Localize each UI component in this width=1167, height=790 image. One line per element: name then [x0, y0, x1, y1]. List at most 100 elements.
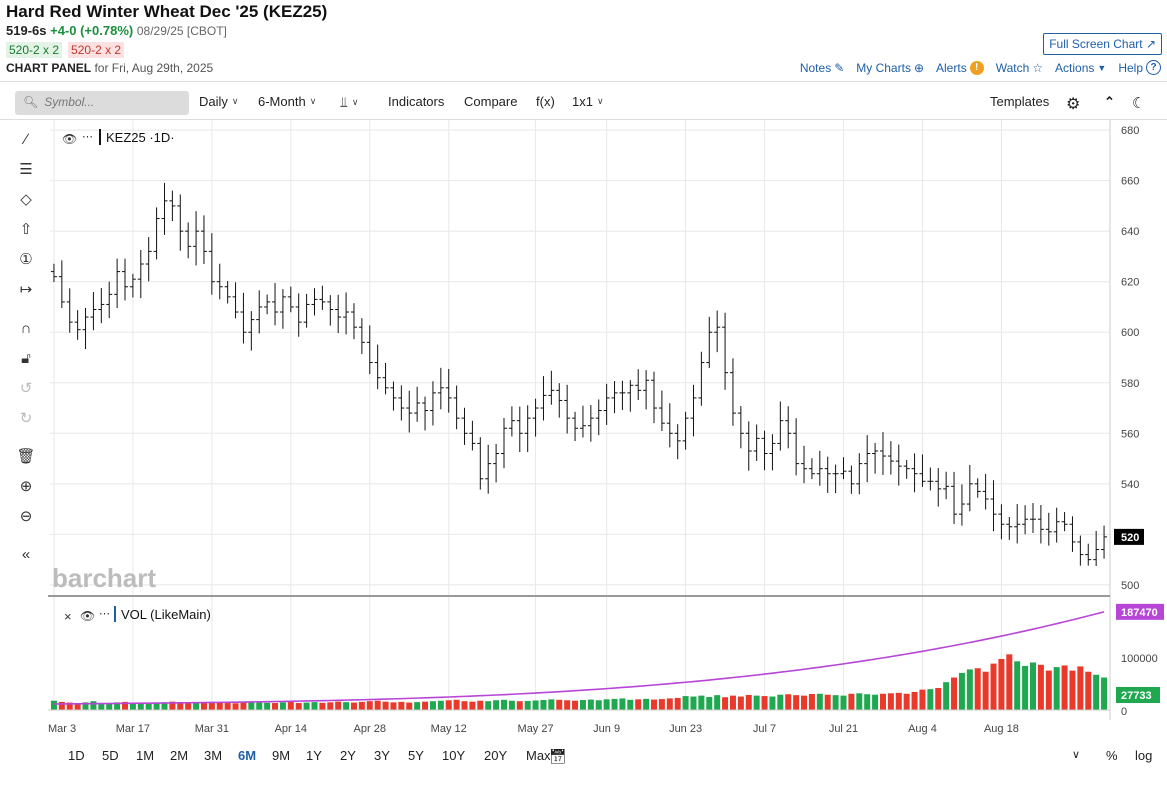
dark-mode-moon-icon[interactable]: ☾ — [1132, 95, 1146, 112]
volume-bar — [1037, 664, 1044, 710]
shape-tool-icon[interactable]: ◇ — [20, 191, 32, 208]
arrow-tool-icon[interactable]: ⇧ — [19, 221, 33, 238]
ohlc-bar — [1022, 505, 1029, 535]
fib-tool-icon[interactable]: ☰ — [19, 161, 33, 178]
notes-link[interactable]: Notes ✎ — [800, 61, 844, 75]
more-icon[interactable]: ⋯ — [82, 131, 93, 143]
ohlc-bar — [98, 287, 105, 324]
volume-bar — [98, 703, 105, 710]
ohlc-bar — [761, 430, 768, 471]
ohlc-bar — [279, 289, 286, 329]
price-tick-label: 620 — [1121, 277, 1139, 289]
ohlc-bar — [1061, 512, 1068, 532]
range-button-2y[interactable]: 2Y — [340, 748, 356, 763]
drawing-tools-sidebar: ∕ ☰ ◇ ⇧ ① ↦ ∩ 🔓︎ ↺ ↻ 🗑︎ ⊕ ⊖ « — [0, 120, 48, 580]
more-icon[interactable]: ⋯ — [99, 608, 110, 620]
quote-meta: 08/29/25 [CBOT] — [136, 24, 227, 38]
collapse-icon[interactable]: « — [21, 545, 31, 563]
ohlc-bar — [516, 406, 523, 453]
ohlc-bar — [911, 453, 918, 493]
zoom-out-icon[interactable]: ⊖ — [19, 508, 33, 525]
indicators-label: Indicators — [388, 94, 445, 109]
ohlc-bar — [643, 370, 650, 410]
ohlc-bar — [208, 233, 215, 295]
volume-bar — [895, 692, 902, 710]
range-button-1y[interactable]: 1Y — [306, 748, 322, 763]
magnet-icon[interactable]: ∩ — [20, 319, 32, 337]
chevron-double-down-icon[interactable]: ∨ — [1072, 749, 1081, 761]
range-button-3y[interactable]: 3Y — [374, 748, 390, 763]
watch-link[interactable]: Watch ☆ — [996, 61, 1043, 75]
ohlc-bar — [335, 294, 342, 334]
trash-icon[interactable]: 🗑︎ — [16, 448, 36, 465]
ohlc-bar — [595, 399, 602, 436]
zoom-in-icon[interactable]: ⊕ — [19, 478, 33, 495]
legend-marker — [99, 129, 101, 145]
range-button-9m[interactable]: 9M — [272, 748, 291, 763]
number-tool-icon[interactable]: ① — [19, 251, 33, 268]
volume-bar — [216, 702, 223, 710]
time-axis: Mar 3 Mar 17 Mar 31 Apr 14 Apr 28 May 12 May 2… — [48, 709, 1110, 735]
volume-bar — [374, 700, 381, 710]
volume-legend-label: VOL (LikeMain) — [121, 607, 211, 622]
range-button-6m[interactable]: 6M — [238, 748, 257, 763]
volume-bar — [508, 700, 515, 710]
volume-bar — [690, 696, 697, 710]
volume-bar — [564, 700, 571, 710]
lock-icon[interactable]: 🔓︎ — [21, 349, 31, 367]
range-button-1d[interactable]: 1D — [68, 748, 85, 763]
ohlc-bar — [303, 293, 310, 328]
ohlc-bar — [777, 401, 784, 451]
range-button-5d[interactable]: 5D — [102, 748, 119, 763]
log-toggle[interactable]: log — [1135, 748, 1153, 763]
ohlc-bar — [793, 418, 800, 476]
volume-bar — [848, 693, 855, 710]
range-button-max[interactable]: Max — [526, 748, 551, 763]
volume-bar — [761, 696, 768, 710]
help-link[interactable]: Help? — [1118, 60, 1161, 75]
interval-dropdown[interactable]: Daily ∨ — [199, 94, 239, 109]
price-chart[interactable]: barchart 👁︎ ⋯ KEZ25 ·1D· 680 660 640 620 600… — [0, 120, 1167, 742]
my-charts-link[interactable]: My Charts ⊕ — [856, 61, 924, 75]
range-button-3m[interactable]: 3M — [204, 748, 223, 763]
volume-bar — [295, 703, 302, 710]
indicators-button[interactable]: Indicators — [388, 94, 444, 109]
chevron-down-icon: ∨ — [309, 96, 317, 106]
price-line: 519-6s +4-0 (+0.78%) 08/29/25 [CBOT] — [6, 23, 227, 38]
redo-icon[interactable]: ↻ — [19, 410, 33, 427]
calendar-icon[interactable]: 📅︎ — [549, 748, 567, 764]
templates-button[interactable]: Templates — [990, 94, 1049, 109]
volume-bar — [437, 700, 444, 710]
ohlc-bar — [808, 458, 815, 480]
price-tick-label: 580 — [1121, 378, 1139, 390]
chart-type-dropdown[interactable]: ⫫ ∨ — [340, 94, 358, 111]
line-tool-icon[interactable]: ∕ — [24, 130, 28, 148]
ohlc-bar — [887, 441, 894, 475]
range-button-1m[interactable]: 1M — [136, 748, 155, 763]
symbol-search-input[interactable]: 🔍︎ Symbol... — [15, 91, 189, 115]
layout-dropdown[interactable]: 1x1 ∨ — [572, 94, 604, 109]
eye-icon[interactable]: 👁︎ — [80, 609, 95, 623]
ohlc-bar — [745, 421, 752, 471]
eye-icon[interactable]: 👁︎ — [62, 132, 77, 146]
compare-button[interactable]: Compare — [464, 94, 517, 109]
settings-gear-icon[interactable]: ⚙ — [1066, 96, 1081, 113]
full-screen-chart-button[interactable]: Full Screen Chart ↗ — [1043, 33, 1162, 55]
range-button-20y[interactable]: 20Y — [484, 748, 508, 763]
function-button[interactable]: f(x) — [536, 94, 555, 109]
volume-bar — [808, 694, 815, 710]
close-icon[interactable]: × — [64, 609, 72, 624]
range-dropdown[interactable]: 6-Month ∨ — [258, 94, 316, 109]
collapse-up-icon[interactable]: ⌃ — [1104, 94, 1115, 109]
undo-icon[interactable]: ↺ — [19, 380, 33, 397]
actions-menu[interactable]: Actions ▼ — [1055, 61, 1106, 75]
range-button-5y[interactable]: 5Y — [408, 748, 424, 763]
ohlc-bar — [169, 190, 176, 222]
range-button-10y[interactable]: 10Y — [442, 748, 466, 763]
percent-toggle[interactable]: % — [1106, 748, 1118, 763]
alerts-link[interactable]: Alerts! — [936, 60, 984, 75]
volume-bar — [919, 689, 926, 710]
my-charts-label: My Charts — [856, 60, 911, 75]
range-button-2m[interactable]: 2M — [170, 748, 189, 763]
measure-tool-icon[interactable]: ↦ — [19, 281, 33, 298]
